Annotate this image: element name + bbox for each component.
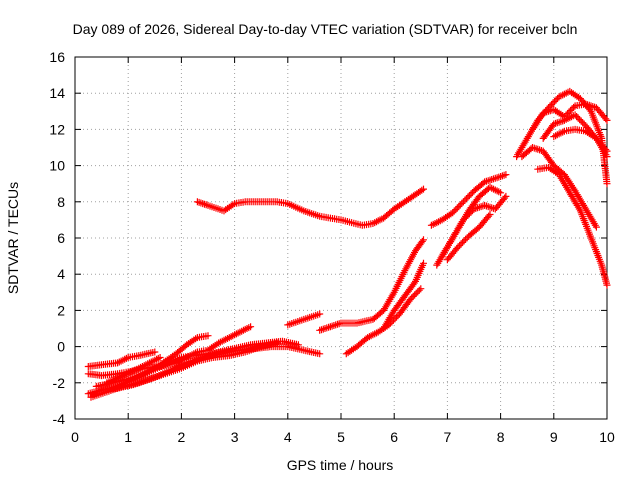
- x-tick-label: 10: [599, 429, 615, 445]
- series-s8: [103, 354, 164, 387]
- data-point-markers: [529, 100, 611, 133]
- y-tick-label: 16: [49, 49, 65, 65]
- series-s11: [316, 236, 427, 334]
- y-tick-label: -4: [53, 411, 66, 427]
- y-tick-label: 14: [49, 85, 65, 101]
- x-tick-label: 7: [444, 429, 452, 445]
- x-tick-label: 2: [178, 429, 186, 445]
- y-tick-label: 6: [57, 230, 65, 246]
- series-s16: [443, 211, 494, 264]
- x-tick-label: 8: [497, 429, 505, 445]
- y-tick-label: 4: [57, 266, 65, 282]
- x-tick-label: 5: [337, 429, 345, 445]
- data-point-markers: [518, 144, 600, 231]
- x-tick-label: 3: [231, 429, 239, 445]
- data-point-markers: [443, 211, 494, 264]
- series-s13: [427, 171, 510, 229]
- series-s1: [193, 185, 427, 229]
- y-axis: -4 -2 0 2 4 6 8 10 12 14 16: [49, 49, 607, 427]
- x-tick-label: 0: [71, 429, 79, 445]
- data-point-markers: [84, 348, 159, 370]
- x-tick-label: 4: [284, 429, 292, 445]
- data-point-markers: [98, 339, 281, 394]
- series-s18: [529, 100, 611, 133]
- data-point-markers: [534, 163, 611, 289]
- data-point-markers: [427, 171, 510, 229]
- x-axis: 0 1 2 3 4 5 6 7 8 9 10: [71, 57, 615, 445]
- series-s21: [534, 163, 611, 289]
- x-tick-label: 9: [550, 429, 558, 445]
- data-point-markers: [342, 285, 425, 358]
- data-point-markers: [193, 185, 427, 229]
- x-tick-label: 6: [390, 429, 398, 445]
- data-point-markers: [103, 354, 164, 387]
- series-s9: [284, 310, 324, 329]
- series-s12: [380, 259, 427, 332]
- data-point-markers: [316, 236, 427, 334]
- series-s7: [98, 339, 281, 394]
- series-s22: [550, 125, 611, 155]
- data-point-markers: [438, 192, 510, 260]
- y-tick-label: 12: [49, 121, 65, 137]
- y-tick-label: 10: [49, 158, 65, 174]
- series-s20: [518, 144, 600, 231]
- data-point-markers: [284, 310, 324, 329]
- data-point-markers: [380, 259, 427, 332]
- series-s10: [342, 285, 425, 358]
- chart-title: Day 089 of 2026, Sidereal Day-to-day VTE…: [73, 21, 578, 37]
- x-tick-label: 1: [124, 429, 132, 445]
- data-point-markers: [550, 125, 611, 155]
- x-axis-label: GPS time / hours: [287, 457, 394, 473]
- grid: [75, 57, 607, 419]
- y-tick-label: 8: [57, 194, 65, 210]
- series-s15: [438, 192, 510, 260]
- y-tick-label: 2: [57, 302, 65, 318]
- series-s2: [84, 348, 159, 370]
- y-axis-label: SDTVAR / TECUs: [5, 182, 21, 294]
- plot-area: [84, 87, 611, 401]
- y-tick-label: -2: [53, 375, 66, 391]
- y-tick-label: 0: [57, 339, 65, 355]
